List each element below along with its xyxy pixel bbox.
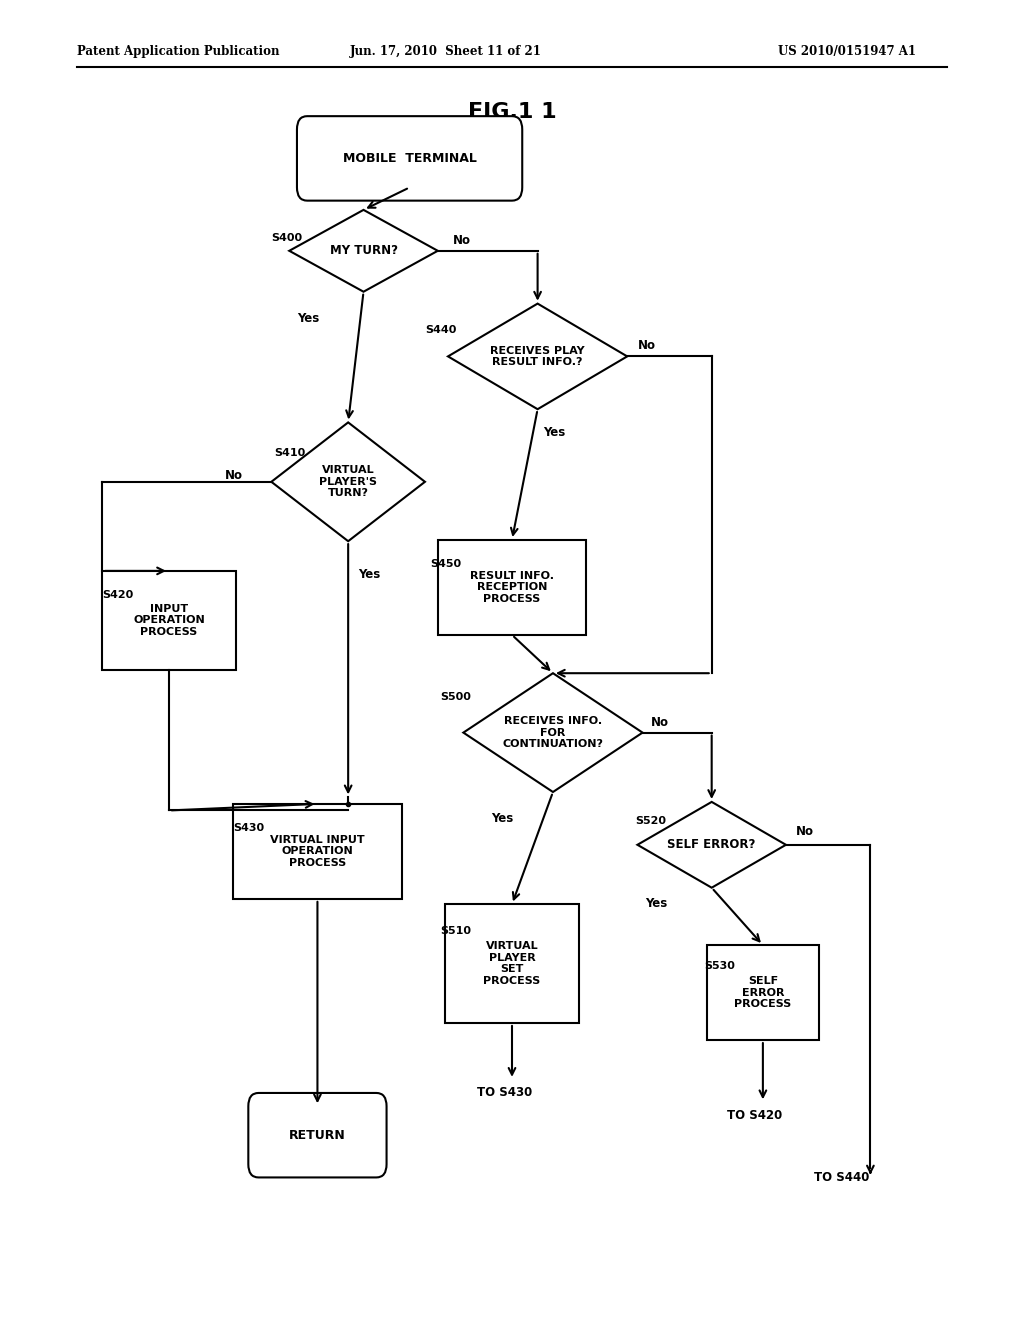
Text: TO S420: TO S420 bbox=[727, 1109, 782, 1122]
Text: Yes: Yes bbox=[297, 312, 319, 325]
Text: VIRTUAL INPUT
OPERATION
PROCESS: VIRTUAL INPUT OPERATION PROCESS bbox=[270, 834, 365, 869]
Text: RECEIVES INFO.
FOR
CONTINUATION?: RECEIVES INFO. FOR CONTINUATION? bbox=[503, 715, 603, 750]
Bar bbox=[707, 945, 819, 1040]
Text: TO S430: TO S430 bbox=[477, 1086, 532, 1100]
Text: No: No bbox=[225, 469, 244, 482]
Text: TO S440: TO S440 bbox=[814, 1171, 869, 1184]
Text: S530: S530 bbox=[705, 961, 735, 972]
Polygon shape bbox=[463, 673, 643, 792]
Text: RETURN: RETURN bbox=[289, 1129, 346, 1142]
Text: Yes: Yes bbox=[543, 426, 565, 440]
Polygon shape bbox=[449, 304, 627, 409]
Text: No: No bbox=[651, 715, 669, 729]
Text: RECEIVES PLAY
RESULT INFO.?: RECEIVES PLAY RESULT INFO.? bbox=[490, 346, 585, 367]
FancyBboxPatch shape bbox=[248, 1093, 387, 1177]
Text: S520: S520 bbox=[635, 816, 666, 826]
Bar bbox=[438, 540, 586, 635]
Polygon shape bbox=[271, 422, 425, 541]
Polygon shape bbox=[637, 803, 786, 887]
Bar bbox=[445, 904, 579, 1023]
Text: VIRTUAL
PLAYER'S
TURN?: VIRTUAL PLAYER'S TURN? bbox=[319, 465, 377, 499]
FancyBboxPatch shape bbox=[297, 116, 522, 201]
Text: Yes: Yes bbox=[645, 898, 668, 909]
Text: FIG.1 1: FIG.1 1 bbox=[468, 102, 556, 123]
Polygon shape bbox=[289, 210, 438, 292]
Text: Yes: Yes bbox=[492, 812, 514, 825]
Text: Patent Application Publication: Patent Application Publication bbox=[77, 45, 280, 58]
Text: No: No bbox=[797, 825, 814, 838]
Text: RESULT INFO.
RECEPTION
PROCESS: RESULT INFO. RECEPTION PROCESS bbox=[470, 570, 554, 605]
Text: MOBILE  TERMINAL: MOBILE TERMINAL bbox=[343, 152, 476, 165]
Text: Jun. 17, 2010  Sheet 11 of 21: Jun. 17, 2010 Sheet 11 of 21 bbox=[349, 45, 542, 58]
Text: SELF ERROR?: SELF ERROR? bbox=[668, 838, 756, 851]
Text: S440: S440 bbox=[425, 325, 457, 335]
Text: S400: S400 bbox=[271, 232, 302, 243]
Text: S500: S500 bbox=[440, 692, 471, 702]
Text: S450: S450 bbox=[430, 558, 461, 569]
Text: S410: S410 bbox=[274, 447, 306, 458]
Text: VIRTUAL
PLAYER
SET
PROCESS: VIRTUAL PLAYER SET PROCESS bbox=[483, 941, 541, 986]
Text: S420: S420 bbox=[102, 590, 134, 601]
Bar bbox=[102, 572, 236, 671]
Text: SELF
ERROR
PROCESS: SELF ERROR PROCESS bbox=[734, 975, 792, 1010]
Bar bbox=[232, 804, 401, 899]
Text: INPUT
OPERATION
PROCESS: INPUT OPERATION PROCESS bbox=[133, 603, 205, 638]
Text: S510: S510 bbox=[440, 925, 471, 936]
Text: No: No bbox=[453, 234, 471, 247]
Text: US 2010/0151947 A1: US 2010/0151947 A1 bbox=[778, 45, 916, 58]
Text: S430: S430 bbox=[233, 822, 264, 833]
Text: No: No bbox=[637, 339, 655, 352]
Text: MY TURN?: MY TURN? bbox=[330, 244, 397, 257]
Text: Yes: Yes bbox=[358, 568, 381, 581]
